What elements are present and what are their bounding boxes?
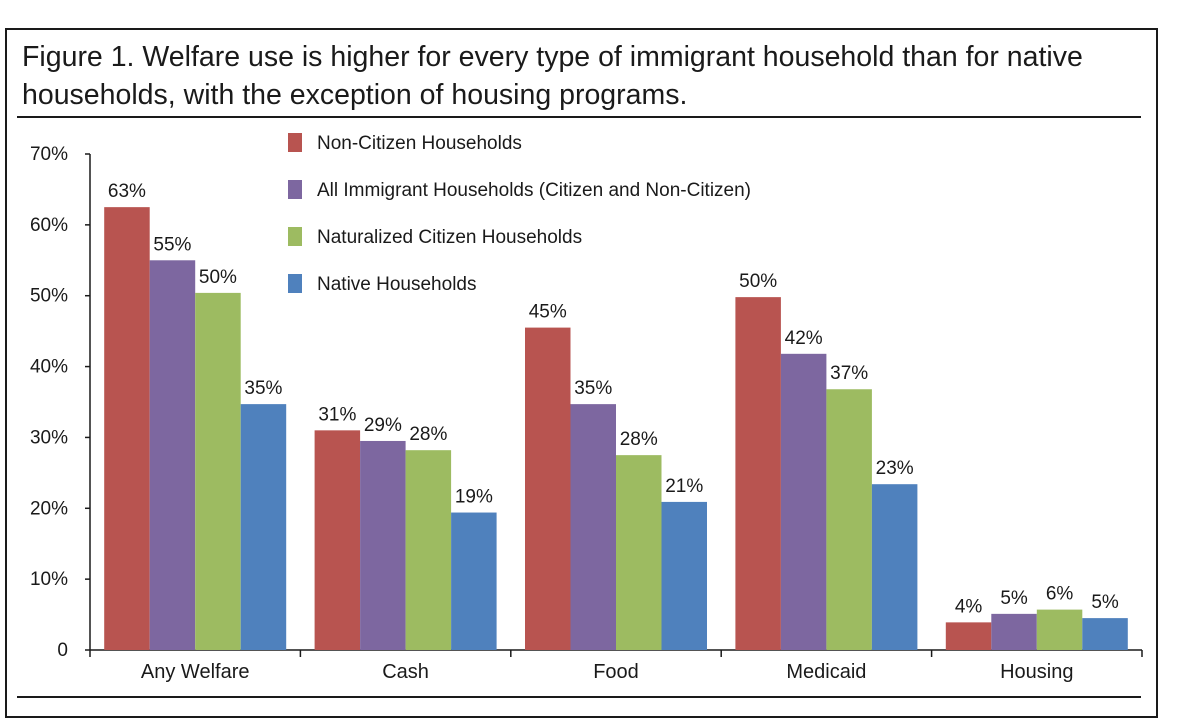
- bar: [780, 353, 827, 650]
- data-labels: 63% 55% 50% 35% 31% 29% 28% 19% 45% 35% 28% 21% 50% 4…: [108, 181, 1119, 617]
- bar: [360, 440, 406, 650]
- bar: [570, 404, 616, 650]
- legend: Non-Citizen Households All Immigrant Hous…: [288, 133, 751, 295]
- data-label: 50%: [199, 267, 237, 288]
- y-axis: 0 10% 20% 30% 40% 50% 60% 70%: [30, 144, 91, 661]
- bar: [314, 430, 361, 650]
- data-label: 31%: [318, 404, 356, 425]
- y-tick-label: 60%: [30, 215, 68, 236]
- legend-swatch: [288, 180, 302, 199]
- data-label: 45%: [529, 302, 567, 323]
- bar: [525, 327, 571, 650]
- data-label: 29%: [364, 415, 402, 436]
- bottom-divider: [17, 696, 1141, 698]
- legend-label: Non-Citizen Households: [317, 133, 522, 154]
- bar: [661, 501, 707, 650]
- bar: [945, 622, 992, 650]
- data-label: 5%: [1091, 592, 1119, 613]
- bar: [149, 260, 196, 650]
- bar: [871, 484, 918, 650]
- data-label: 35%: [244, 378, 282, 399]
- x-tick-label: Food: [593, 661, 639, 683]
- y-tick-label: 40%: [30, 357, 68, 378]
- bar: [451, 512, 497, 650]
- legend-swatch: [288, 274, 302, 293]
- data-label: 19%: [455, 487, 493, 508]
- bar: [991, 613, 1037, 650]
- data-label: 4%: [955, 596, 983, 617]
- data-label: 28%: [409, 424, 447, 445]
- bar: [616, 455, 662, 650]
- y-tick-label: 50%: [30, 286, 68, 307]
- y-tick-label: 10%: [30, 569, 68, 590]
- bar: [1082, 618, 1128, 650]
- bar: [405, 450, 452, 650]
- bars: [104, 207, 1128, 650]
- title-divider: [17, 116, 1141, 118]
- y-tick-label: 30%: [30, 427, 68, 448]
- legend-label: Naturalized Citizen Households: [317, 227, 582, 248]
- bar: [735, 297, 781, 650]
- data-label: 21%: [665, 476, 703, 497]
- bar-chart: 0 10% 20% 30% 40% 50% 60% 70% Any Welfare Cash Fo…: [30, 133, 1143, 683]
- data-label: 50%: [739, 271, 777, 292]
- bar: [826, 389, 872, 650]
- y-tick-label: 70%: [30, 144, 68, 165]
- data-label: 37%: [830, 363, 868, 384]
- data-label: 23%: [876, 458, 914, 479]
- legend-swatch: [288, 133, 302, 152]
- x-tick-label: Any Welfare: [141, 661, 250, 683]
- data-label: 55%: [153, 234, 191, 255]
- y-tick-label: 0: [57, 640, 68, 661]
- data-label: 6%: [1046, 584, 1074, 605]
- data-label: 63%: [108, 181, 146, 202]
- bar: [240, 404, 287, 650]
- bar: [104, 207, 150, 650]
- data-label: 35%: [574, 378, 612, 399]
- data-label: 5%: [1000, 588, 1028, 609]
- bar: [195, 292, 241, 650]
- legend-swatch: [288, 227, 302, 246]
- x-tick-label: Housing: [1000, 661, 1073, 683]
- y-tick-label: 20%: [30, 498, 68, 519]
- x-tick-label: Medicaid: [786, 661, 866, 683]
- data-label: 28%: [620, 429, 658, 450]
- legend-label: All Immigrant Households (Citizen and No…: [317, 180, 751, 201]
- legend-label: Native Households: [317, 274, 476, 295]
- bar: [1036, 609, 1083, 650]
- chart-title: Figure 1. Welfare use is higher for ever…: [22, 41, 1083, 111]
- data-label: 42%: [785, 328, 823, 349]
- x-axis: Any Welfare Cash Food Medicaid Housing: [89, 649, 1143, 683]
- x-tick-label: Cash: [382, 661, 429, 683]
